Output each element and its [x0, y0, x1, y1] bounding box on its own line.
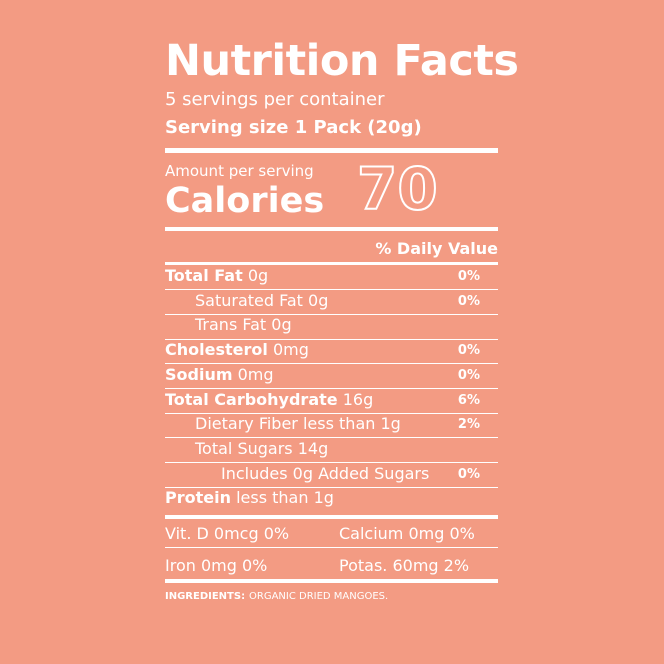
ingredients-text: ORGANIC DRIED MANGOES.: [249, 591, 389, 602]
nutrient-name: Sodium: [165, 364, 233, 384]
calories-label: Calories: [165, 181, 325, 221]
nutrient-name: Saturated Fat: [195, 290, 303, 310]
daily-value: 0%: [457, 343, 480, 359]
nutrient-amount: 14g: [297, 438, 329, 458]
rule: [165, 148, 498, 153]
serving-size: Serving size 1 Pack (20g): [165, 117, 422, 138]
row-text: Trans Fat 0g: [195, 317, 292, 333]
rule: [165, 412, 498, 414]
row-text: Includes 0g Added Sugars: [221, 463, 430, 483]
rule: [165, 515, 498, 519]
nutrient-amount: 0g: [308, 290, 329, 310]
nutrient-name: Total Carbohydrate: [165, 389, 338, 409]
row-text: Cholesterol 0mg: [165, 342, 309, 358]
rule: [165, 262, 498, 265]
row-text: Protein less than 1g: [165, 490, 334, 506]
nutrition-label: Nutrition Facts 5 servings per container S…: [165, 0, 519, 664]
nutrient-name: Includes 0g Added Sugars: [221, 463, 430, 483]
nutrient-name: Total Fat: [165, 266, 243, 285]
servings: 5 servings per container: [165, 89, 385, 110]
ingredients-label: INGREDIENTS:: [165, 591, 246, 602]
row-text: Dietary Fiber less than 1g: [195, 416, 401, 432]
micronutrient: Vit. D 0mcg 0%: [165, 524, 290, 543]
nutrient-name: Cholesterol: [165, 340, 268, 360]
daily-value: 0%: [457, 367, 480, 383]
calories-value: 70: [356, 155, 439, 223]
daily-value: 2%: [457, 417, 480, 433]
rule: [165, 313, 498, 315]
rule: [165, 547, 498, 548]
rule: [165, 388, 498, 389]
row-text: Sodium 0mg: [165, 364, 274, 384]
title: Nutrition Facts: [165, 36, 519, 86]
row-text: Total Fat 0g: [165, 268, 268, 284]
nutrient-amount: less than 1g: [236, 488, 334, 508]
micronutrient: Potas. 60mg 2%: [339, 556, 470, 575]
nutrient-amount: 0mg: [237, 364, 274, 384]
nutrient-name: Dietary Fiber: [195, 414, 298, 434]
nutrient-amount: 0mg: [272, 340, 309, 360]
amount-label: Amount per serving: [165, 162, 314, 180]
row-text: Total Carbohydrate 16g: [165, 389, 374, 409]
row-text: Total Sugars 14g: [195, 438, 329, 458]
nutrient-name: Protein: [165, 488, 231, 508]
rule: [165, 486, 498, 488]
micronutrient: Calcium 0mg 0%: [339, 524, 475, 543]
rule: [165, 338, 498, 340]
row-text: Saturated Fat 0g: [195, 290, 329, 310]
rule: [165, 462, 498, 464]
nutrient-amount: less than 1g: [302, 414, 401, 434]
rule: [165, 579, 498, 583]
nutrient-amount: 0g: [247, 266, 269, 285]
micronutrient: Iron 0mg 0%: [165, 556, 268, 575]
nutrient-amount: 0g: [271, 315, 292, 335]
daily-value: 0%: [457, 466, 480, 482]
nutrient-name: Trans Fat: [195, 315, 267, 335]
rule: [165, 289, 498, 291]
daily-value: 6%: [457, 392, 480, 408]
daily-value-header: % Daily Value: [375, 239, 498, 258]
nutrient-amount: 16g: [342, 389, 374, 409]
daily-value: 0%: [457, 269, 480, 284]
daily-value: 0%: [457, 293, 480, 309]
rule: [165, 363, 498, 365]
rule: [165, 437, 498, 439]
nutrient-name: Total Sugars: [195, 438, 293, 458]
rule: [165, 227, 498, 231]
